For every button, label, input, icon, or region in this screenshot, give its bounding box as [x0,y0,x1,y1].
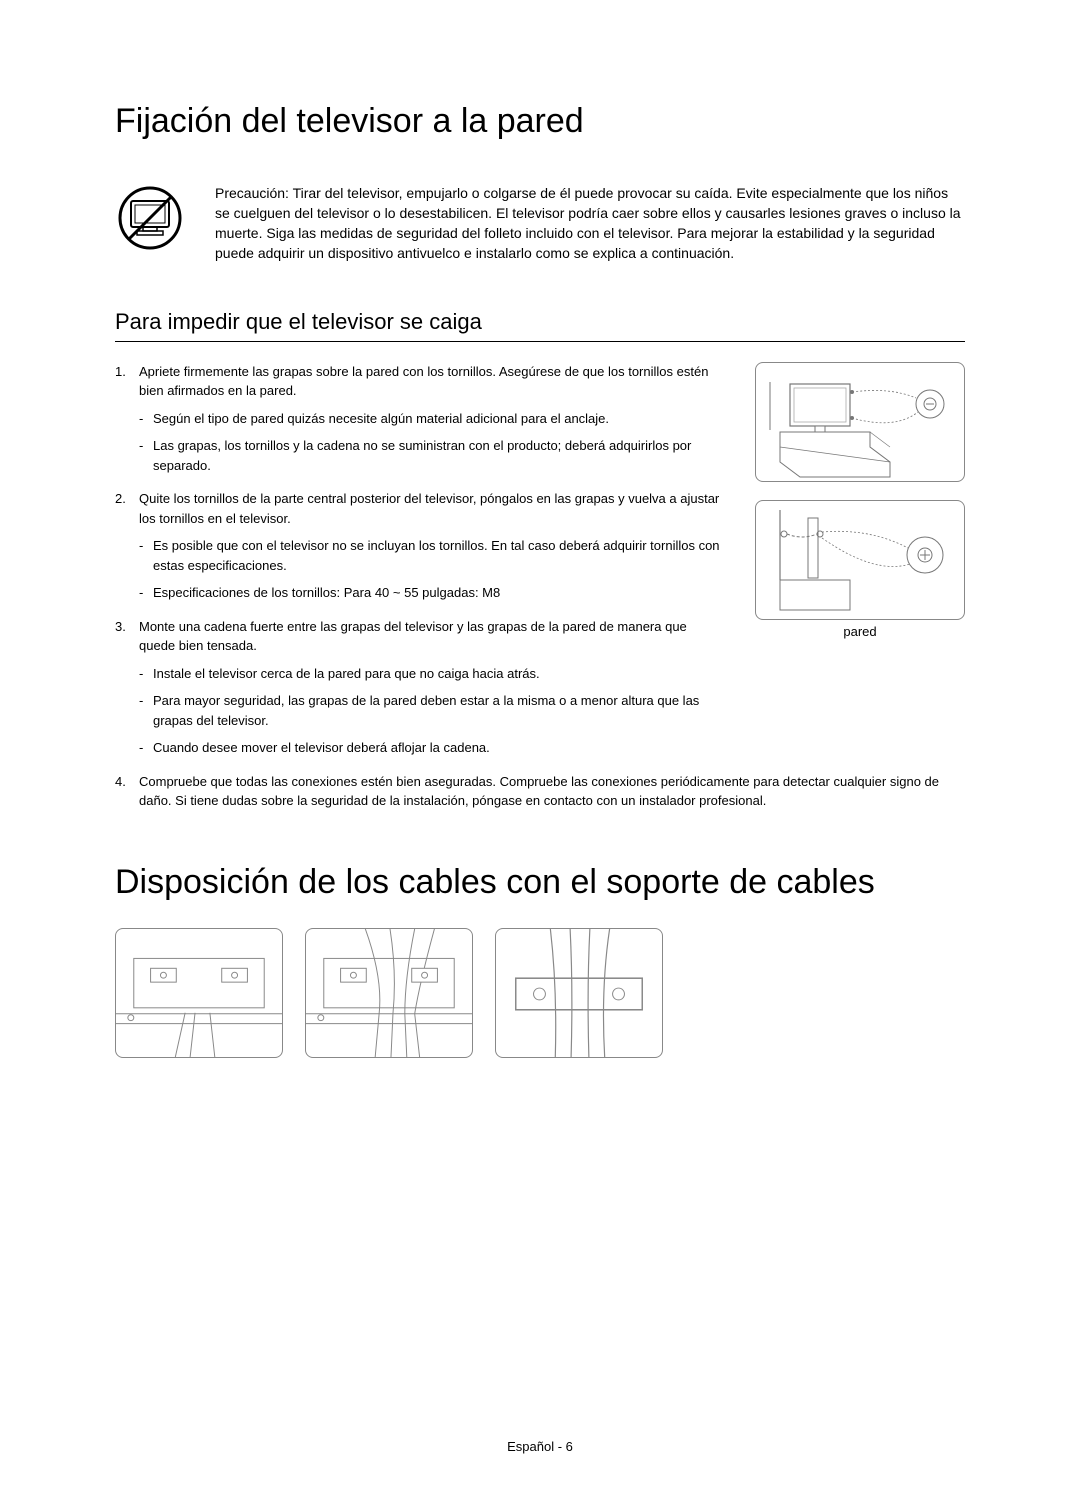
page-title-2: Disposición de los cables con el soporte… [115,861,965,904]
diagram-caption: pared [755,624,965,639]
step-sub: Según el tipo de pared quizás necesite a… [139,409,725,429]
step-3: Monte una cadena fuerte entre las grapas… [115,617,725,758]
diagram-tv-wall-front [755,362,965,482]
step-text: Apriete firmemente las grapas sobre la p… [139,364,708,399]
footer-language: Español [507,1439,554,1454]
cable-diagrams [115,928,965,1058]
step-sub: Instale el televisor cerca de la pared p… [139,664,725,684]
diagram-tv-wall-side [755,500,965,620]
step-2: Quite los tornillos de la parte central … [115,489,725,603]
caution-text: Precaución: Tirar del televisor, empujar… [215,183,965,264]
step-4: Compruebe que todas las conexiones estén… [115,772,965,811]
step-sub: Especificaciones de los tornillos: Para … [139,583,725,603]
step-text: Compruebe que todas las conexiones estén… [139,774,939,809]
cable-diagram-2 [305,928,473,1058]
step-1: Apriete firmemente las grapas sobre la p… [115,362,725,476]
footer-sep: - [554,1439,566,1454]
page-title-1: Fijación del televisor a la pared [115,100,965,143]
section-subtitle: Para impedir que el televisor se caiga [115,309,965,342]
step-text: Quite los tornillos de la parte central … [139,491,719,526]
footer-page-number: 6 [566,1439,573,1454]
no-pull-tv-icon [115,183,185,264]
page-footer: Español - 6 [0,1439,1080,1454]
cable-diagram-3 [495,928,663,1058]
step-sub: Es posible que con el televisor no se in… [139,536,725,575]
caution-block: Precaución: Tirar del televisor, empujar… [115,183,965,264]
step-sub: Para mayor seguridad, las grapas de la p… [139,691,725,730]
cable-diagram-1 [115,928,283,1058]
step-sub: Cuando desee mover el televisor deberá a… [139,738,725,758]
step-text: Monte una cadena fuerte entre las grapas… [139,619,687,654]
step-sub: Las grapas, los tornillos y la cadena no… [139,436,725,475]
